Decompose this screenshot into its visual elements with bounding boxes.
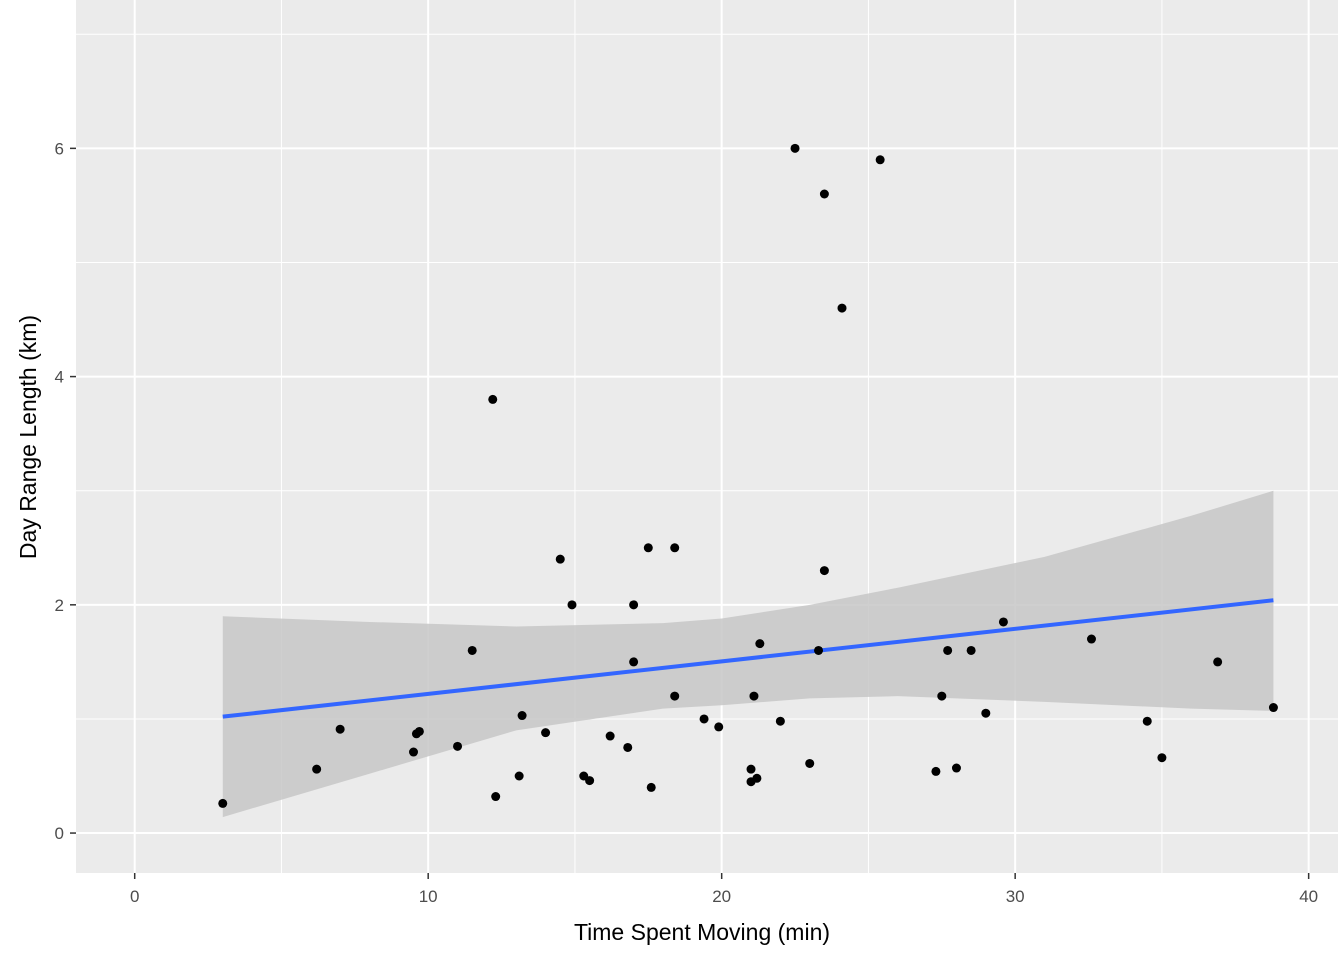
data-point	[670, 543, 680, 553]
x-tick-label: 20	[712, 887, 731, 906]
x-axis-title: Time Spent Moving (min)	[574, 919, 830, 945]
data-point	[623, 742, 633, 752]
data-point	[943, 645, 953, 655]
data-point	[453, 741, 463, 751]
y-tick-label: 6	[55, 139, 64, 158]
data-point	[755, 639, 765, 649]
data-point	[646, 782, 656, 792]
data-point	[629, 600, 639, 610]
data-point	[714, 722, 724, 732]
data-point	[819, 189, 829, 199]
data-point	[491, 792, 501, 802]
y-tick-label: 0	[55, 824, 64, 843]
data-point	[937, 691, 947, 701]
data-point	[409, 747, 419, 757]
data-point	[414, 726, 424, 736]
data-point	[805, 758, 815, 768]
data-point	[585, 776, 595, 786]
x-tick-label: 10	[419, 887, 438, 906]
fit-line	[222, 598, 1274, 719]
y-tick-label: 2	[55, 596, 64, 615]
data-point	[312, 764, 322, 774]
data-point	[749, 691, 759, 701]
data-point	[567, 600, 577, 610]
data-points	[218, 143, 1278, 808]
axes: 0 10 20 30 40 0 2 4 6	[55, 139, 1319, 906]
data-point	[1213, 657, 1223, 667]
data-point	[670, 691, 680, 701]
x-tick-label: 40	[1299, 887, 1318, 906]
data-point	[981, 708, 991, 718]
data-point	[335, 724, 345, 734]
data-point	[775, 716, 785, 726]
data-point	[467, 645, 477, 655]
data-point	[517, 711, 527, 721]
y-axis-title: Day Range Length (km)	[15, 315, 41, 559]
data-point	[1086, 634, 1096, 644]
data-point	[218, 798, 228, 808]
data-point	[998, 617, 1008, 627]
data-point	[819, 566, 829, 576]
data-point	[605, 731, 615, 741]
data-point	[488, 394, 498, 404]
data-point	[875, 155, 885, 165]
data-point	[1142, 716, 1152, 726]
data-point	[746, 764, 756, 774]
data-point	[790, 143, 800, 153]
data-point	[1157, 753, 1167, 763]
data-point	[966, 645, 976, 655]
y-tick-label: 4	[55, 368, 64, 387]
data-point	[837, 303, 847, 313]
data-point	[951, 763, 961, 773]
data-point	[814, 645, 824, 655]
data-point	[555, 554, 565, 564]
data-point	[643, 543, 653, 553]
data-point	[629, 657, 639, 667]
x-tick-label: 0	[130, 887, 139, 906]
grid-minor	[76, 0, 1338, 873]
data-point	[514, 771, 524, 781]
data-point	[541, 728, 551, 738]
data-point	[752, 773, 762, 783]
data-point	[699, 714, 709, 724]
confidence-band	[222, 490, 1274, 818]
data-point	[1268, 703, 1278, 713]
x-tick-label: 30	[1006, 887, 1025, 906]
data-point	[931, 766, 941, 776]
